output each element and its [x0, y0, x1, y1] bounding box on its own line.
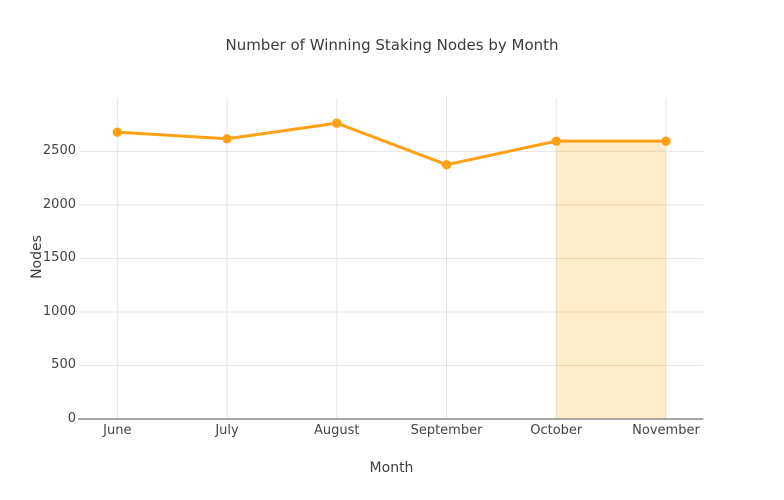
y-tick-label-1500: 1500 [42, 250, 76, 266]
highlight-band [556, 141, 666, 419]
data-point-september[interactable] [441, 159, 452, 170]
data-point-november[interactable] [661, 136, 671, 146]
data-point-june[interactable] [112, 127, 123, 137]
x-tick-label-august: August [314, 423, 360, 438]
x-tick-label-september: September [410, 423, 483, 438]
x-tick-label-june: June [103, 423, 132, 438]
y-tick-label-2500: 2500 [42, 143, 76, 159]
x-tick-label-november: November [632, 423, 700, 438]
y-tick-label-0: 0 [67, 411, 76, 426]
x-tick-label-october: October [530, 423, 583, 438]
data-point-october[interactable] [551, 136, 561, 146]
x-axis-title: Month [369, 460, 414, 476]
y-tick-label-2000: 2000 [42, 196, 76, 212]
y-tick-label-1000: 1000 [42, 303, 76, 319]
data-line [115, 121, 668, 167]
y-tick-label-500: 500 [51, 357, 76, 373]
x-tick-label-july: July [215, 423, 239, 438]
y-axis-title: Nodes [29, 235, 45, 279]
data-point-august[interactable] [332, 118, 342, 128]
chart-title: Number of Winning Staking Nodes by Month [225, 36, 559, 54]
data-point-july[interactable] [222, 134, 232, 144]
